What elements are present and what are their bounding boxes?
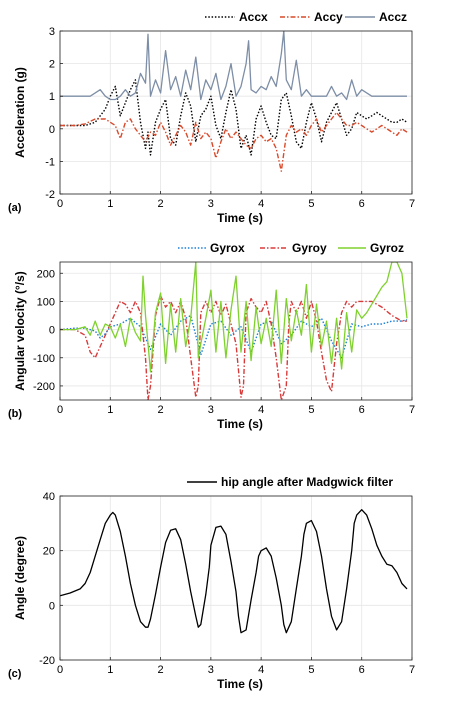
series-line-gyroz bbox=[60, 262, 408, 373]
legend-label: Gyroy bbox=[292, 241, 327, 255]
x-tick-label: 3 bbox=[208, 404, 214, 416]
x-axis-label: Time (s) bbox=[217, 211, 263, 225]
y-tick-label: 200 bbox=[37, 268, 55, 280]
x-tick-label: 2 bbox=[158, 664, 164, 676]
series-line-gyroy bbox=[60, 295, 407, 400]
y-tick-label: -1 bbox=[45, 156, 55, 168]
legend-label: Gyroz bbox=[370, 241, 404, 255]
series-line-accx bbox=[60, 79, 408, 156]
x-tick-label: 6 bbox=[359, 198, 365, 210]
series-line-hip-angle-after-madgwick-filter bbox=[60, 509, 408, 634]
x-tick-label: 0 bbox=[57, 404, 63, 416]
x-tick-label: 3 bbox=[208, 664, 214, 676]
y-tick-label: -200 bbox=[33, 381, 55, 393]
plot-area bbox=[60, 31, 412, 194]
y-tick-label: 100 bbox=[37, 296, 55, 308]
x-axis-label: Time (s) bbox=[217, 417, 263, 431]
chart-panel-1: 0 1 2 3 4 5 6 7 -200 -100 0 100 200 Time (s) Angular v… bbox=[8, 241, 415, 431]
x-tick-label: 6 bbox=[359, 404, 365, 416]
y-axis-label: Acceleration (g) bbox=[13, 67, 27, 158]
plot-area bbox=[60, 496, 412, 660]
axes-frame bbox=[59, 261, 413, 401]
panel-label: (b) bbox=[8, 408, 22, 420]
y-tick-label: 40 bbox=[43, 491, 55, 503]
panel-label: (a) bbox=[8, 202, 22, 214]
y-tick-label: -20 bbox=[39, 655, 55, 667]
x-tick-label: 5 bbox=[308, 198, 314, 210]
x-axis-label: Time (s) bbox=[217, 677, 263, 691]
y-tick-label: 20 bbox=[43, 546, 55, 558]
y-tick-label: 3 bbox=[49, 26, 55, 38]
x-tick-label: 5 bbox=[308, 664, 314, 676]
y-tick-label: 2 bbox=[49, 59, 55, 71]
x-tick-label: 0 bbox=[57, 664, 63, 676]
y-tick-label: 0 bbox=[49, 325, 55, 337]
legend-label: hip angle after Madgwick filter bbox=[221, 475, 393, 489]
x-tick-label: 3 bbox=[208, 198, 214, 210]
y-tick-label: -2 bbox=[45, 189, 55, 201]
x-tick-label: 7 bbox=[409, 664, 415, 676]
legend-label: Accz bbox=[379, 10, 407, 24]
x-tick-label: 7 bbox=[409, 198, 415, 210]
x-tick-label: 2 bbox=[158, 198, 164, 210]
axes-frame bbox=[59, 495, 413, 661]
y-axis-label: Angle (degree) bbox=[13, 536, 27, 620]
x-tick-label: 4 bbox=[258, 404, 264, 416]
x-tick-label: 5 bbox=[308, 404, 314, 416]
y-tick-label: 0 bbox=[49, 600, 55, 612]
y-tick-label: 0 bbox=[49, 124, 55, 136]
panel-label: (c) bbox=[8, 668, 22, 680]
x-tick-label: 4 bbox=[258, 664, 264, 676]
series-line-accy bbox=[60, 111, 408, 172]
legend-label: Accx bbox=[239, 10, 268, 24]
legend-label: Gyrox bbox=[210, 241, 245, 255]
x-tick-label: 2 bbox=[158, 404, 164, 416]
x-tick-label: 1 bbox=[107, 404, 113, 416]
series-line-accz bbox=[60, 31, 407, 101]
x-tick-label: 1 bbox=[107, 664, 113, 676]
axes-frame bbox=[59, 30, 413, 195]
x-tick-label: 1 bbox=[107, 198, 113, 210]
x-tick-label: 7 bbox=[409, 404, 415, 416]
y-tick-label: -100 bbox=[33, 353, 55, 365]
legend-label: Accy bbox=[314, 10, 343, 24]
y-axis-label: Angular velocity (°/s) bbox=[13, 271, 27, 391]
y-tick-label: 1 bbox=[49, 91, 55, 103]
x-tick-label: 4 bbox=[258, 198, 264, 210]
x-tick-label: 0 bbox=[57, 198, 63, 210]
x-tick-label: 6 bbox=[359, 664, 365, 676]
